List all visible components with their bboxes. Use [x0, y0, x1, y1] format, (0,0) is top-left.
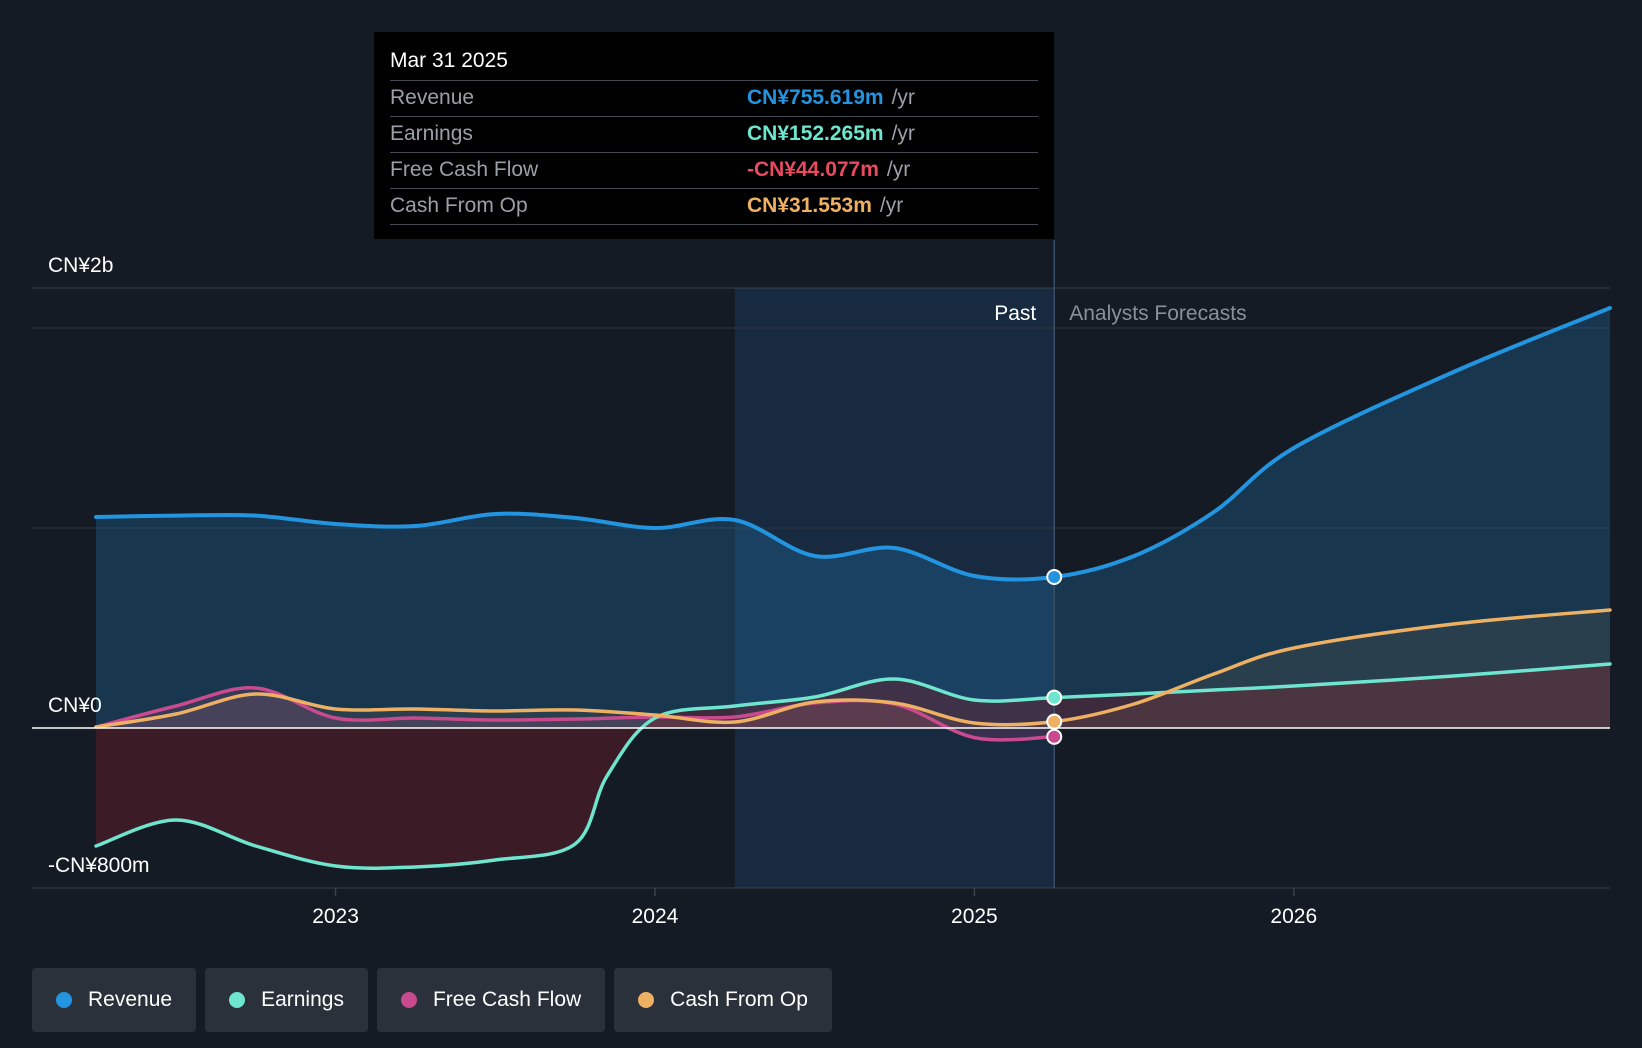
x-axis: 2023 2024 2025 2026: [312, 888, 1317, 928]
x-tick-label-2023: 2023: [312, 905, 359, 928]
earnings-area: [96, 664, 1610, 869]
legend: Revenue Earnings Free Cash Flow Cash From O…: [32, 968, 832, 1032]
legend-item-revenue[interactable]: Revenue: [32, 968, 197, 1032]
legend-label: Cash From Op: [670, 988, 808, 1011]
tooltip-rows: Revenue CN¥755.619m/yr Earnings CN¥152.265m…: [390, 81, 1038, 225]
tooltip-row-value: -CN¥44.077m: [747, 158, 879, 181]
revenue-area: [96, 308, 1610, 728]
legend-item-cash-from-op[interactable]: Cash From Op: [614, 968, 832, 1032]
tooltip-date: Mar 31 2025: [390, 46, 1038, 81]
legend-dot-icon: [229, 992, 246, 1008]
y-axis-label-zero: CN¥0: [48, 694, 102, 717]
tooltip-row-earnings: Earnings CN¥152.265m/yr: [390, 117, 1038, 153]
y-axis-label-top: CN¥2b: [48, 254, 113, 277]
legend-item-free-cash-flow[interactable]: Free Cash Flow: [376, 968, 606, 1032]
tooltip-row-value: CN¥31.553m: [747, 194, 872, 217]
legend-label: Free Cash Flow: [432, 988, 582, 1011]
free-cash-flow-marker: [1046, 728, 1063, 745]
area-layer: [96, 308, 1610, 869]
x-tick-label-2025: 2025: [951, 905, 998, 928]
tooltip-row-label: Revenue: [390, 86, 475, 109]
legend-dot-icon: [400, 992, 417, 1008]
tooltip-row-label: Free Cash Flow: [390, 158, 539, 181]
marker-layer: [1046, 569, 1063, 745]
tooltip-row-free-cash-flow: Free Cash Flow -CN¥44.077m/yr: [390, 153, 1038, 189]
legend-item-earnings[interactable]: Earnings: [205, 968, 368, 1032]
legend-dot-icon: [638, 992, 655, 1008]
past-shaded-region: [734, 288, 1055, 888]
cash-from-op-line: [94, 608, 1612, 729]
x-tick-label-2026: 2026: [1270, 905, 1317, 928]
tooltip-row-label: Cash From Op: [390, 194, 528, 217]
tooltip-row-cash-from-op: Cash From Op CN¥31.553m/yr: [390, 189, 1038, 225]
legend-dot-icon: [56, 992, 72, 1008]
revenue-marker: [1046, 569, 1063, 585]
cash-from-op-area: [96, 610, 1610, 728]
tooltip-row-unit: /yr: [891, 122, 915, 145]
earnings-line: [94, 662, 1612, 870]
y-axis-label-bottom: -CN¥800m: [48, 854, 150, 877]
grid-layer: [32, 287, 1610, 889]
free-cash-flow-area: [96, 687, 1055, 740]
past-label: Past: [994, 302, 1036, 325]
tooltip-row-unit: /yr: [879, 194, 904, 217]
forecast-label: Analysts Forecasts: [1069, 302, 1246, 325]
line-layer: [94, 306, 1612, 870]
revenue-line: [94, 306, 1612, 582]
earnings-marker: [1046, 689, 1063, 706]
cash-from-op-marker: [1046, 713, 1063, 730]
text-layer: CN¥2b CN¥0 -CN¥800m Past Analysts Foreca…: [48, 254, 1247, 877]
tooltip-row-unit: /yr: [891, 86, 915, 109]
tooltip-row-value: CN¥152.265m: [747, 122, 884, 145]
legend-label: Earnings: [261, 988, 344, 1011]
tooltip-row-revenue: Revenue CN¥755.619m/yr: [390, 81, 1038, 117]
hover-tooltip: Mar 31 2025 Revenue CN¥755.619m/yr Earning…: [374, 32, 1054, 239]
tooltip-row-unit: /yr: [886, 158, 911, 181]
x-tick-label-2024: 2024: [632, 905, 679, 928]
tooltip-row-label: Earnings: [390, 122, 473, 145]
legend-label: Revenue: [88, 988, 173, 1011]
tooltip-row-value: CN¥755.619m: [747, 86, 884, 109]
